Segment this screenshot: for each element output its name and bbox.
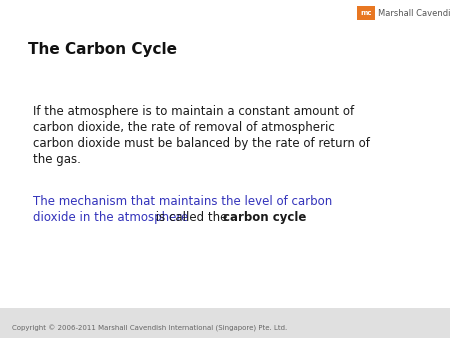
Text: Copyright © 2006-2011 Marshall Cavendish International (Singapore) Pte. Ltd.: Copyright © 2006-2011 Marshall Cavendish…	[12, 325, 287, 332]
Text: the gas.: the gas.	[33, 153, 81, 166]
Text: The mechanism that maintains the level of carbon: The mechanism that maintains the level o…	[33, 195, 332, 208]
Text: If the atmosphere is to maintain a constant amount of: If the atmosphere is to maintain a const…	[33, 105, 354, 118]
Bar	[357, 6, 375, 20]
Text: mc: mc	[360, 10, 372, 16]
Text: .: .	[280, 211, 284, 224]
Text: carbon dioxide must be balanced by the rate of return of: carbon dioxide must be balanced by the r…	[33, 137, 370, 150]
Bar	[0, 308, 450, 338]
Text: is called the: is called the	[152, 211, 231, 224]
Text: The Carbon Cycle: The Carbon Cycle	[28, 42, 177, 57]
Text: Marshall Cavendish: Marshall Cavendish	[378, 8, 450, 18]
Text: dioxide in the atmosphere: dioxide in the atmosphere	[33, 211, 189, 224]
Text: carbon dioxide, the rate of removal of atmospheric: carbon dioxide, the rate of removal of a…	[33, 121, 335, 134]
Text: carbon cycle: carbon cycle	[223, 211, 306, 224]
